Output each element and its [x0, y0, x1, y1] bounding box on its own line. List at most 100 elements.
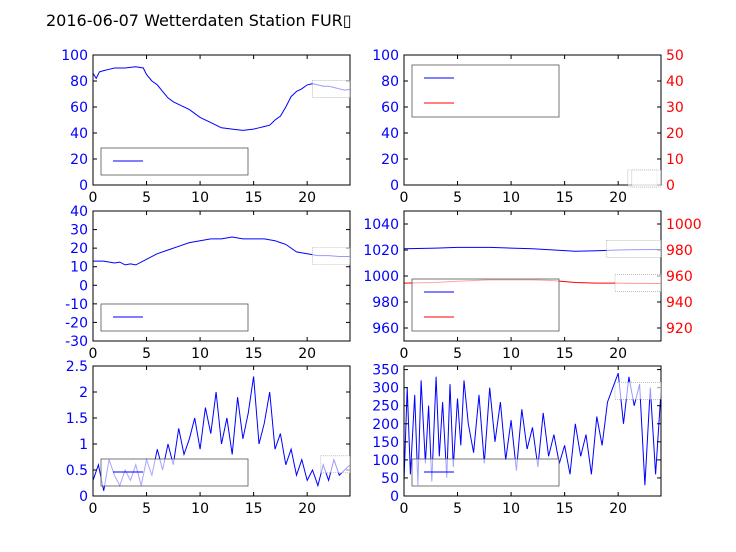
- x-tick-label: 15: [245, 346, 263, 362]
- chart-panel-middle-right: 0 5 10 15 20 960 980 1000 1020 1040 920 940 960 980 10…: [363, 210, 702, 362]
- y-tick-label: 40: [70, 204, 88, 220]
- x-tick-label: 5: [453, 190, 462, 206]
- legend: [411, 278, 560, 332]
- x-tick-label: 20: [609, 190, 627, 206]
- y-tick-label: 100: [372, 453, 399, 469]
- x-tick-label: 10: [191, 501, 209, 517]
- chart-panel-middle-left: 0 5 10 15 20 -30 -20 -10 0 10 20 30 40: [65, 204, 351, 362]
- x-tick-label: 0: [89, 346, 98, 362]
- legend: [411, 64, 560, 118]
- x-tick-label: 0: [400, 190, 409, 206]
- x-tick-label: 5: [142, 190, 151, 206]
- y-right-tick-label: 940: [666, 295, 693, 311]
- value-label-box: [312, 247, 351, 265]
- legend: [100, 303, 249, 332]
- y-right-tick-label: 50: [666, 48, 684, 64]
- y-tick-label: 1: [79, 437, 88, 453]
- x-tick-label: 20: [298, 190, 316, 206]
- x-tick-label: 5: [453, 346, 462, 362]
- legend: [411, 458, 560, 487]
- x-tick-label: 15: [556, 190, 574, 206]
- y-tick-label: 40: [70, 126, 88, 142]
- y-tick-label: 80: [70, 74, 88, 90]
- y-tick-label: 0: [79, 178, 88, 194]
- y-tick-label: 0.5: [66, 463, 88, 479]
- y-tick-label: -10: [65, 297, 88, 313]
- y-tick-label: 40: [381, 126, 399, 142]
- x-tick-label: 0: [400, 501, 409, 517]
- y-right-tick-label: 960: [666, 269, 693, 285]
- y-right-tick-label: 1000: [666, 217, 702, 233]
- x-tick-label: 20: [609, 501, 627, 517]
- chart-panel-top-right: 0 5 10 15 20 0 20 40 60 80 100 0 10 20 30 40 50: [372, 48, 684, 206]
- y-tick-label: 0: [79, 278, 88, 294]
- x-tick-label: 10: [191, 190, 209, 206]
- axes-frame: [403, 54, 662, 186]
- y-right-tick-label: 920: [666, 321, 693, 337]
- y-tick-label: 80: [381, 74, 399, 90]
- figure-title: 2016-06-07 Wetterdaten Station FUR▯: [46, 11, 352, 30]
- y-tick-label: 2.5: [66, 359, 88, 375]
- y-tick-label: 100: [372, 48, 399, 64]
- value-label-box: [320, 455, 351, 474]
- y-tick-label: 980: [372, 295, 399, 311]
- y-tick-label: 0: [390, 489, 399, 505]
- x-tick-label: 20: [609, 346, 627, 362]
- x-tick-label: 20: [298, 501, 316, 517]
- x-tick-label: 10: [502, 501, 520, 517]
- x-tick-label: 15: [556, 501, 574, 517]
- y-tick-label: 300: [372, 381, 399, 397]
- x-tick-label: 0: [400, 346, 409, 362]
- legend-box: [411, 278, 560, 332]
- x-tick-label: 5: [142, 346, 151, 362]
- x-tick-label: 10: [191, 346, 209, 362]
- legend: [100, 458, 249, 487]
- y-tick-label: 30: [70, 223, 88, 239]
- y-tick-label: 100: [61, 48, 88, 64]
- y-tick-label: 60: [70, 100, 88, 116]
- axes-frame: [403, 365, 662, 497]
- y-right-tick-label: 0: [666, 178, 675, 194]
- y-tick-label: 20: [70, 152, 88, 168]
- y-tick-label: -30: [65, 334, 88, 350]
- y-tick-label: 60: [381, 100, 399, 116]
- y-tick-label: 250: [372, 399, 399, 415]
- y-tick-label: 0: [79, 489, 88, 505]
- chart-panel-bottom-left: 0 5 10 15 20 0 0.5 1 1.5 2 2.5: [66, 359, 351, 517]
- value-label-box: [614, 381, 662, 400]
- y-right-tick-label: 40: [666, 74, 684, 90]
- series-line-rel-luftfeuchte: [93, 66, 350, 131]
- x-tick-label: 15: [556, 346, 574, 362]
- x-tick-label: 15: [245, 501, 263, 517]
- y-tick-label: 0: [390, 178, 399, 194]
- value-label-box: [312, 80, 351, 98]
- x-tick-label: 10: [502, 346, 520, 362]
- x-tick-label: 10: [502, 190, 520, 206]
- y-tick-label: 2: [79, 385, 88, 401]
- legend-box: [411, 64, 560, 118]
- x-tick-label: 20: [298, 346, 316, 362]
- y-right-tick-label: 10: [666, 152, 684, 168]
- y-tick-label: 1020: [363, 243, 399, 259]
- y-right-tick-label: 980: [666, 243, 693, 259]
- legend: [100, 147, 249, 176]
- value-label-box: [606, 240, 662, 258]
- axes-frame: [92, 210, 351, 342]
- x-tick-label: 0: [89, 501, 98, 517]
- x-tick-label: 5: [453, 501, 462, 517]
- axes-frame: [92, 365, 351, 497]
- value-label-box: [631, 169, 662, 188]
- series-line-lufttemperatur: [93, 236, 350, 266]
- x-tick-label: 15: [245, 190, 263, 206]
- y-right-tick-label: 30: [666, 100, 684, 116]
- y-tick-label: -20: [65, 315, 88, 331]
- y-tick-label: 10: [70, 260, 88, 276]
- y-tick-label: 350: [372, 363, 399, 379]
- y-tick-label: 20: [70, 241, 88, 257]
- y-tick-label: 20: [381, 152, 399, 168]
- chart-panel-top-left: 0 5 10 15 20 0 20 40 60 80 100: [61, 48, 351, 206]
- value-label-box: [614, 274, 662, 292]
